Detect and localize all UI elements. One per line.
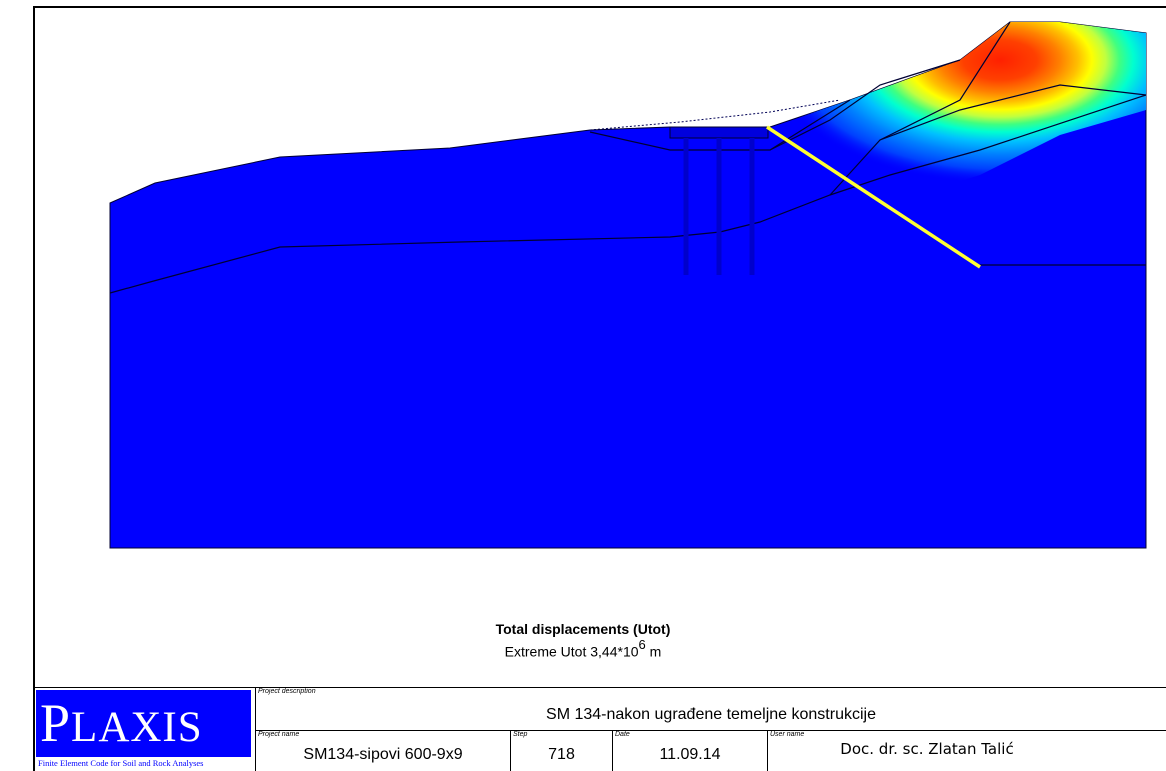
user-name-label: User name (770, 731, 805, 738)
extreme-prefix: Extreme Utot 3,44*10 (504, 643, 639, 660)
date-cell: Date 11.09.14 (613, 731, 767, 771)
divider (255, 730, 1166, 731)
plot-caption: Total displacements (Utot) Extreme Utot … (0, 620, 1166, 661)
step-cell: Step 718 (511, 731, 612, 771)
displacement-plot (109, 21, 1147, 549)
divider (612, 730, 613, 771)
extreme-exponent: 6 (638, 637, 646, 652)
extreme-value: Extreme Utot 3,44*106 m (0, 637, 1166, 661)
plot-title: Total displacements (Utot) (495, 621, 671, 637)
project-description-label: Project description (258, 688, 316, 695)
piles (683, 138, 755, 275)
date-label: Date (615, 731, 630, 738)
step-label: Step (513, 731, 528, 738)
project-description-cell: Project description SM 134-nakon ugrađen… (256, 688, 1166, 730)
divider (767, 730, 768, 771)
user-name-value: Doc. dr. sc. Zlatan Talić (840, 740, 1014, 758)
drawing-frame (33, 6, 1166, 771)
logo-wordmark: PLAXIS (40, 693, 203, 753)
logo-tagline: Finite Element Code for Soil and Rock An… (36, 757, 251, 769)
divider (510, 730, 511, 771)
title-block (33, 687, 1166, 771)
plaxis-logo: PLAXIS Finite Element Code for Soil and … (36, 690, 251, 769)
project-name-value: SM134-sipovi 600-9x9 (303, 746, 463, 763)
date-value: 11.09.14 (659, 746, 721, 763)
extreme-unit: m (645, 643, 662, 660)
project-name-label: Project name (258, 731, 300, 738)
step-value: 718 (548, 746, 575, 763)
divider (255, 687, 256, 771)
slip-surface-line (766, 125, 981, 269)
original-surface-line (589, 99, 841, 131)
pile-cap (669, 126, 769, 139)
project-description-value: SM 134-nakon ugrađene temeljne konstrukc… (546, 706, 876, 723)
user-name-cell: User name Doc. dr. sc. Zlatan Talić (768, 731, 1166, 771)
project-name-cell: Project name SM134-sipovi 600-9x9 (256, 731, 510, 771)
